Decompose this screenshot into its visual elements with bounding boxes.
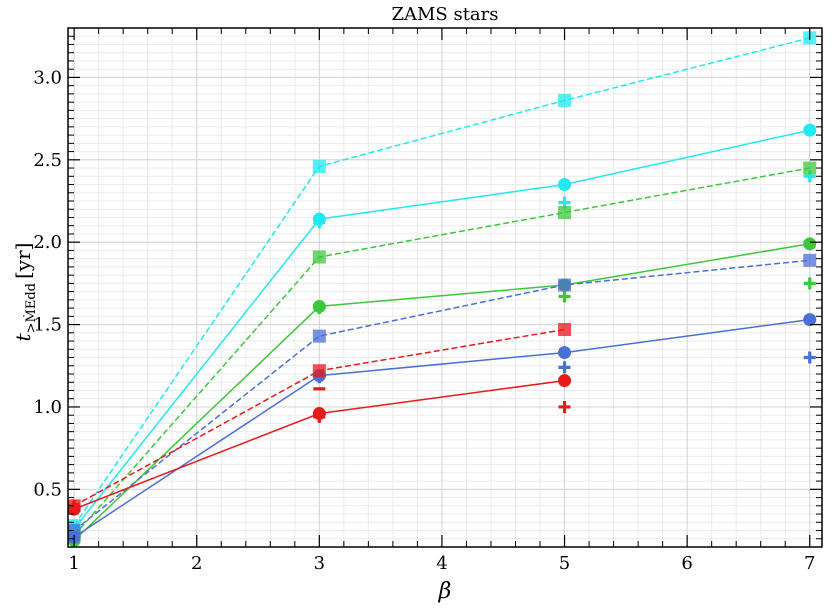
series-line-green-square	[73, 167, 810, 536]
markers	[67, 31, 817, 547]
y-tick-label: 0.5	[33, 479, 62, 500]
y-axis-label-unit: [yr]	[11, 243, 35, 279]
x-tick-label: 7	[804, 553, 815, 574]
data-point-square-blue	[803, 253, 817, 267]
data-point-plus-red	[558, 400, 571, 413]
data-point-plus-green	[803, 277, 816, 290]
data-point-square-red	[312, 364, 326, 378]
series-line-blue-square	[73, 259, 810, 532]
data-point-square-green	[803, 161, 817, 175]
y-tick-label: 1.0	[33, 397, 62, 418]
data-point-square-blue	[558, 278, 572, 292]
data-point-plus-green	[558, 290, 571, 303]
y-axis-label-main: t	[11, 332, 35, 341]
data-point-circle-cyan	[558, 178, 572, 192]
data-point-square-green	[558, 206, 572, 220]
data-point-square-red	[558, 323, 572, 337]
series-line-blue-circle	[73, 318, 810, 538]
grid	[68, 27, 822, 548]
y-tick-labels: 0.5 1.0 1.5 2.0 2.5 3.0	[33, 67, 62, 500]
y-tick-label: 2.5	[33, 150, 62, 171]
x-tick-labels: 1 2 3 4 5 6 7	[68, 553, 815, 574]
data-point-plus-cyan	[313, 216, 326, 229]
data-point-square-green	[312, 250, 326, 264]
y-tick-label: 1.5	[33, 315, 62, 336]
data-point-plus-green	[313, 302, 326, 315]
data-point-circle-blue	[803, 313, 817, 327]
x-axis-label: β	[438, 579, 452, 604]
y-axis-label-sub2: Edd	[24, 283, 39, 309]
chart-title: ZAMS stars	[391, 4, 498, 25]
data-point-circle-blue	[558, 346, 572, 360]
data-point-plus-blue	[558, 361, 571, 374]
x-tick-label: 6	[681, 553, 692, 574]
axes	[67, 27, 823, 548]
x-tick-label: 4	[436, 553, 447, 574]
data-point-circle-cyan	[803, 123, 817, 137]
data-point-plus-red	[313, 410, 326, 423]
series-line-green-circle	[73, 243, 810, 541]
y-tick-label: 2.0	[33, 232, 62, 253]
series-line-cyan-circle	[73, 129, 810, 530]
data-point-square-blue	[312, 329, 326, 343]
data-point-square-cyan	[558, 93, 572, 107]
y-tick-label: 3.0	[33, 67, 62, 88]
x-tick-label: 3	[314, 553, 325, 574]
x-tick-label: 1	[68, 553, 79, 574]
axes-frame	[67, 27, 823, 548]
data-point-circle-red	[558, 374, 572, 388]
data-point-circle-green	[803, 237, 817, 251]
series-lines	[73, 37, 810, 541]
series-line-cyan-square	[73, 37, 810, 527]
x-tick-label: 5	[559, 553, 570, 574]
data-point-square-cyan	[312, 159, 326, 173]
data-point-plus-blue	[803, 351, 816, 364]
y-axis-label-sub: >Ṁ	[22, 309, 39, 333]
x-tick-label: 2	[191, 553, 202, 574]
y-axis-label: t>ṀEdd [yr]	[11, 243, 39, 342]
